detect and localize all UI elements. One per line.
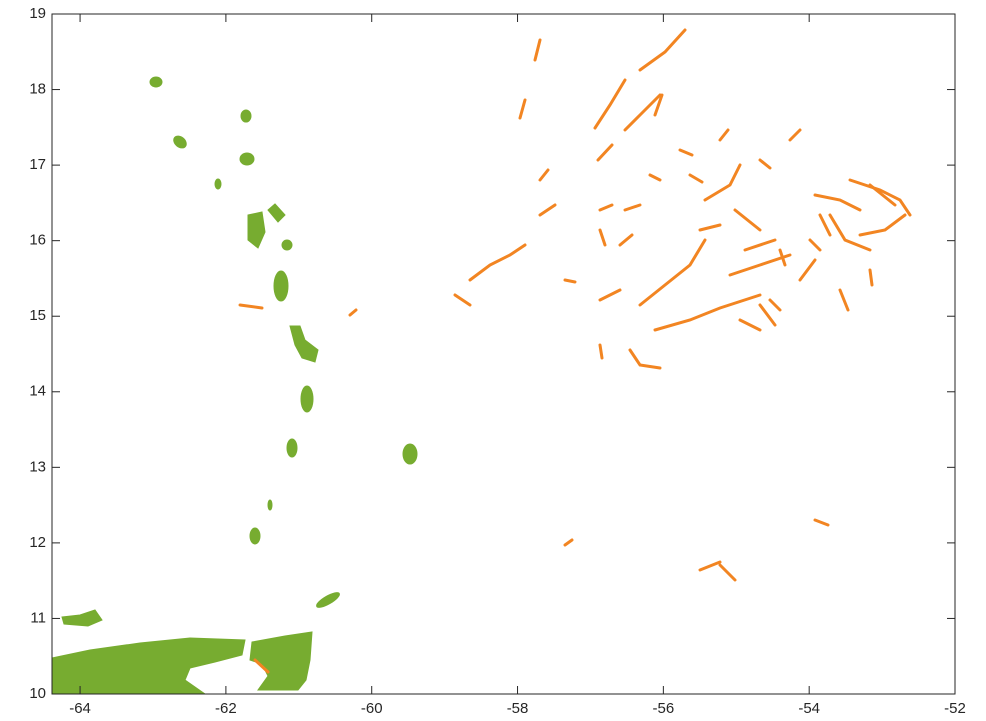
sargassum-streak (700, 562, 720, 570)
st-vincent (287, 439, 297, 457)
y-tick-label: 10 (29, 685, 46, 702)
axes-box (52, 14, 955, 694)
sargassum-streak (620, 235, 632, 245)
guadeloupe (248, 204, 285, 248)
montserrat (215, 179, 221, 189)
dominica (274, 271, 288, 301)
sargassum-streak (810, 240, 820, 250)
y-tick-label: 18 (29, 81, 46, 98)
sargassum-streak (540, 205, 555, 215)
sargassum-streak (350, 310, 356, 315)
st-kitts (171, 134, 188, 151)
sargassum-streak (820, 215, 830, 235)
sargassum-streak (600, 290, 620, 300)
sargassum-streak (595, 80, 625, 128)
sargassum-streak (815, 195, 860, 210)
marie-galante (282, 240, 292, 250)
sargassum-streak (470, 245, 525, 280)
sargassum-streak (625, 205, 640, 210)
sargassum-streak (720, 565, 735, 580)
barbuda (241, 110, 251, 122)
sargassum-streak (815, 520, 828, 525)
sargassum-streak (745, 240, 775, 250)
venezuela (52, 638, 245, 694)
x-tick-label: -64 (69, 700, 91, 717)
sargassum-streak (830, 215, 870, 250)
sargassum-streak (790, 130, 800, 140)
x-tick-label: -54 (798, 700, 820, 717)
grenadines (268, 500, 272, 510)
sargassum-streak (650, 175, 660, 180)
sargassum-streak (600, 345, 602, 358)
st-lucia (301, 386, 313, 412)
map-chart: -64 -62 -60 -58 -56 -54 -52 10 11 12 13 14 15 16 17 18 1… (0, 0, 986, 721)
sargassum-streak (840, 290, 848, 310)
sargassum-streak (700, 225, 720, 230)
sargassum-streak (600, 205, 612, 210)
grenada (250, 528, 260, 544)
sargassum-streak (680, 150, 692, 155)
sargassum-streak (640, 240, 705, 305)
sargassum-streak (535, 40, 540, 60)
sargassum-streak (598, 145, 612, 160)
martinique (290, 326, 318, 362)
trinidad (250, 632, 312, 690)
y-tick-label: 16 (29, 232, 46, 249)
x-tick-label: -56 (653, 700, 675, 717)
sargassum-streak (565, 280, 575, 282)
tobago (315, 590, 342, 610)
x-tick-label: -58 (507, 700, 529, 717)
margarita (62, 610, 102, 626)
sargassum-streak (240, 305, 262, 308)
y-tick-label: 13 (29, 458, 46, 475)
antigua (240, 153, 254, 165)
sargassum-streak (870, 270, 872, 285)
sargassum-streak (760, 305, 775, 325)
sargassum-streak (540, 170, 548, 180)
x-tick-label: -60 (361, 700, 383, 717)
x-tick-label: -62 (215, 700, 237, 717)
sargassum-streak (720, 130, 728, 140)
sargassum-streak (455, 295, 470, 305)
sargassum-streak (800, 260, 815, 280)
sargassum-streak (655, 295, 760, 330)
sargassum-streak (730, 255, 790, 275)
sargassum-streak (690, 175, 702, 182)
y-tick-label: 14 (29, 383, 46, 400)
st-martin (150, 77, 162, 87)
sargassum-streak (565, 540, 572, 545)
sargassum-streak (770, 300, 780, 310)
sargassum-streak (860, 215, 905, 235)
y-tick-label: 11 (30, 609, 46, 626)
sargassum-streak (760, 160, 770, 168)
sargassum-streak (640, 30, 685, 70)
land (52, 77, 417, 694)
y-tick-label: 19 (29, 5, 46, 22)
sargassum-streak (630, 350, 660, 368)
y-tick-label: 12 (29, 534, 46, 551)
barbados (403, 444, 417, 464)
sargassum-streak (705, 165, 740, 200)
sargassum-streak (740, 320, 760, 330)
y-tick-label: 15 (29, 307, 46, 324)
y-tick-label: 17 (29, 156, 46, 173)
sargassum (240, 30, 910, 672)
x-tick-label: -52 (944, 700, 966, 717)
sargassum-streak (735, 210, 760, 230)
sargassum-streak (520, 100, 525, 118)
sargassum-streak (600, 230, 605, 245)
